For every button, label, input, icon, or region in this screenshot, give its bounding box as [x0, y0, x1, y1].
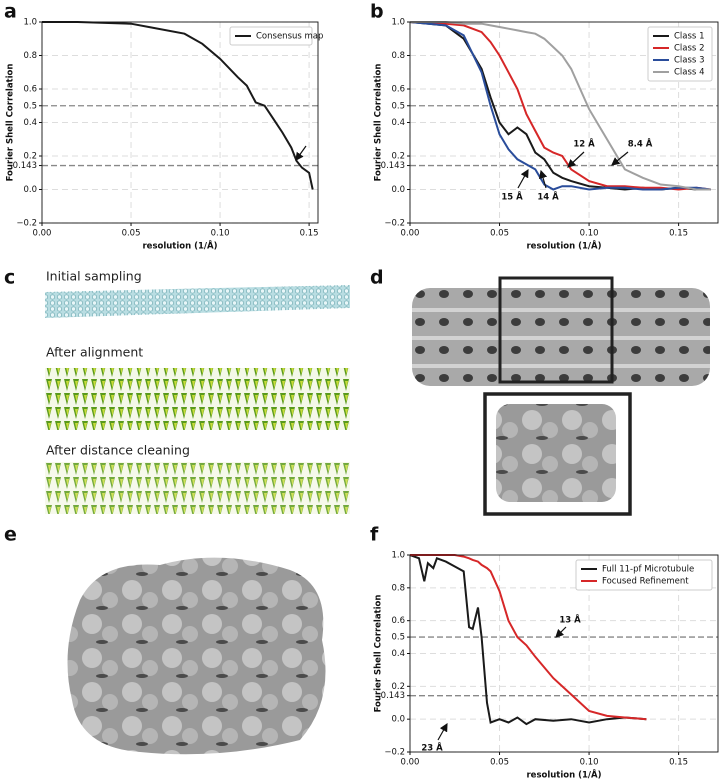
x-tick-label: 0.15 — [669, 758, 688, 768]
legend-label: Focused Refinement — [602, 577, 689, 587]
series-line — [42, 21, 314, 190]
x-tick-label: 0.10 — [580, 229, 599, 239]
caption: After distance cleaning — [46, 443, 190, 458]
y-tick-label: 0.5 — [391, 101, 405, 111]
caption: After alignment — [46, 345, 143, 360]
series-line — [409, 21, 711, 191]
legend-box — [647, 26, 713, 82]
y-tick-label: 0.5 — [391, 633, 405, 643]
annotation: 12 Å — [573, 139, 595, 150]
y-tick-label: 1.0 — [23, 18, 37, 28]
legend-box — [575, 559, 713, 591]
y-tick-label: 0.8 — [391, 583, 405, 593]
annotation: 14 Å — [537, 192, 559, 203]
y-tick-label: 0.5 — [23, 101, 37, 111]
x-axis-label: resolution (1/Å) — [526, 241, 601, 252]
panel-label: a — [4, 1, 17, 23]
x-tick-label: 0.00 — [401, 758, 420, 768]
x-tick-label: 0.05 — [490, 229, 509, 239]
y-tick-label: 0.0 — [391, 715, 405, 725]
x-tick-label: 0.10 — [580, 758, 599, 768]
y-tick-label: 0.8 — [23, 51, 37, 61]
x-tick-label: 0.05 — [122, 229, 141, 239]
panel-label: e — [4, 524, 17, 546]
annotation: 23 Å — [421, 743, 443, 754]
panel-label: c — [4, 267, 15, 289]
panel-label: d — [370, 267, 384, 289]
annotation-arrow — [517, 168, 529, 189]
y-tick-label: 0.8 — [391, 51, 405, 61]
y-tick-label: 0.143 — [381, 691, 405, 701]
y-tick-label: 1.0 — [391, 18, 405, 28]
y-tick-label: 0.6 — [391, 616, 405, 626]
x-tick-label: 0.15 — [300, 229, 319, 239]
annotation-arrow — [555, 626, 567, 638]
y-axis-label: Fourier Shell Correlation — [6, 64, 16, 182]
y-tick-label: 0.6 — [391, 85, 405, 95]
tube-image — [45, 368, 350, 430]
y-tick-label: 0.4 — [391, 649, 405, 659]
panel-label: b — [370, 1, 384, 23]
y-tick-label: 0.0 — [391, 185, 405, 195]
panel-label: f — [370, 524, 379, 546]
x-axis-label: resolution (1/Å) — [526, 770, 601, 781]
y-tick-label: 0.2 — [391, 682, 405, 692]
legend-label: Class 4 — [674, 68, 704, 78]
y-tick-label: 0.143 — [13, 161, 37, 171]
series-line — [409, 554, 647, 726]
y-tick-label: −0.2 — [16, 219, 37, 229]
x-tick-label: 0.00 — [33, 229, 52, 239]
legend-label: Class 2 — [674, 44, 704, 54]
series-line — [410, 21, 711, 191]
legend-label: Class 3 — [674, 56, 704, 66]
x-tick-label: 0.15 — [669, 229, 688, 239]
y-axis-label: Fourier Shell Correlation — [374, 64, 384, 182]
y-tick-label: 0.4 — [23, 118, 37, 128]
series-line — [409, 21, 711, 191]
annotation: 15 Å — [501, 192, 523, 203]
tube-image — [45, 462, 350, 514]
legend-label: Consensus map — [256, 32, 323, 42]
legend-box — [229, 26, 313, 46]
x-tick-label: 0.05 — [490, 758, 509, 768]
map-image — [67, 557, 326, 755]
map-image — [496, 404, 616, 502]
annotation-arrow — [295, 145, 307, 161]
annotation: 8.4 Å — [628, 139, 653, 150]
x-tick-label: 0.00 — [401, 229, 420, 239]
legend-label: Class 1 — [674, 32, 704, 42]
axes-frame — [409, 21, 719, 224]
y-axis-label: Fourier Shell Correlation — [374, 595, 384, 713]
x-axis-label: resolution (1/Å) — [142, 241, 217, 252]
selection-box — [498, 276, 614, 384]
caption: Initial sampling — [46, 269, 142, 284]
y-tick-label: 1.0 — [391, 551, 405, 561]
annotation-arrow — [539, 169, 548, 189]
tube-image — [45, 285, 350, 318]
axes-frame — [41, 21, 319, 224]
legend-label: Full 11-pf Microtubule — [602, 565, 694, 575]
annotation-arrow — [567, 151, 585, 168]
annotation-arrow — [437, 722, 448, 741]
y-tick-label: 0.4 — [391, 118, 405, 128]
y-tick-label: −0.2 — [384, 219, 405, 229]
y-tick-label: 0.0 — [23, 185, 37, 195]
y-tick-label: 0.2 — [391, 152, 405, 162]
annotation: 13 Å — [559, 615, 581, 626]
x-tick-label: 0.10 — [211, 229, 230, 239]
y-tick-label: 0.143 — [381, 161, 405, 171]
map-image — [412, 288, 710, 386]
y-tick-label: 0.2 — [23, 152, 37, 162]
y-tick-label: 0.6 — [23, 85, 37, 95]
y-tick-label: −0.2 — [384, 748, 405, 758]
axes-frame — [409, 554, 719, 753]
annotation-arrow — [611, 151, 629, 166]
